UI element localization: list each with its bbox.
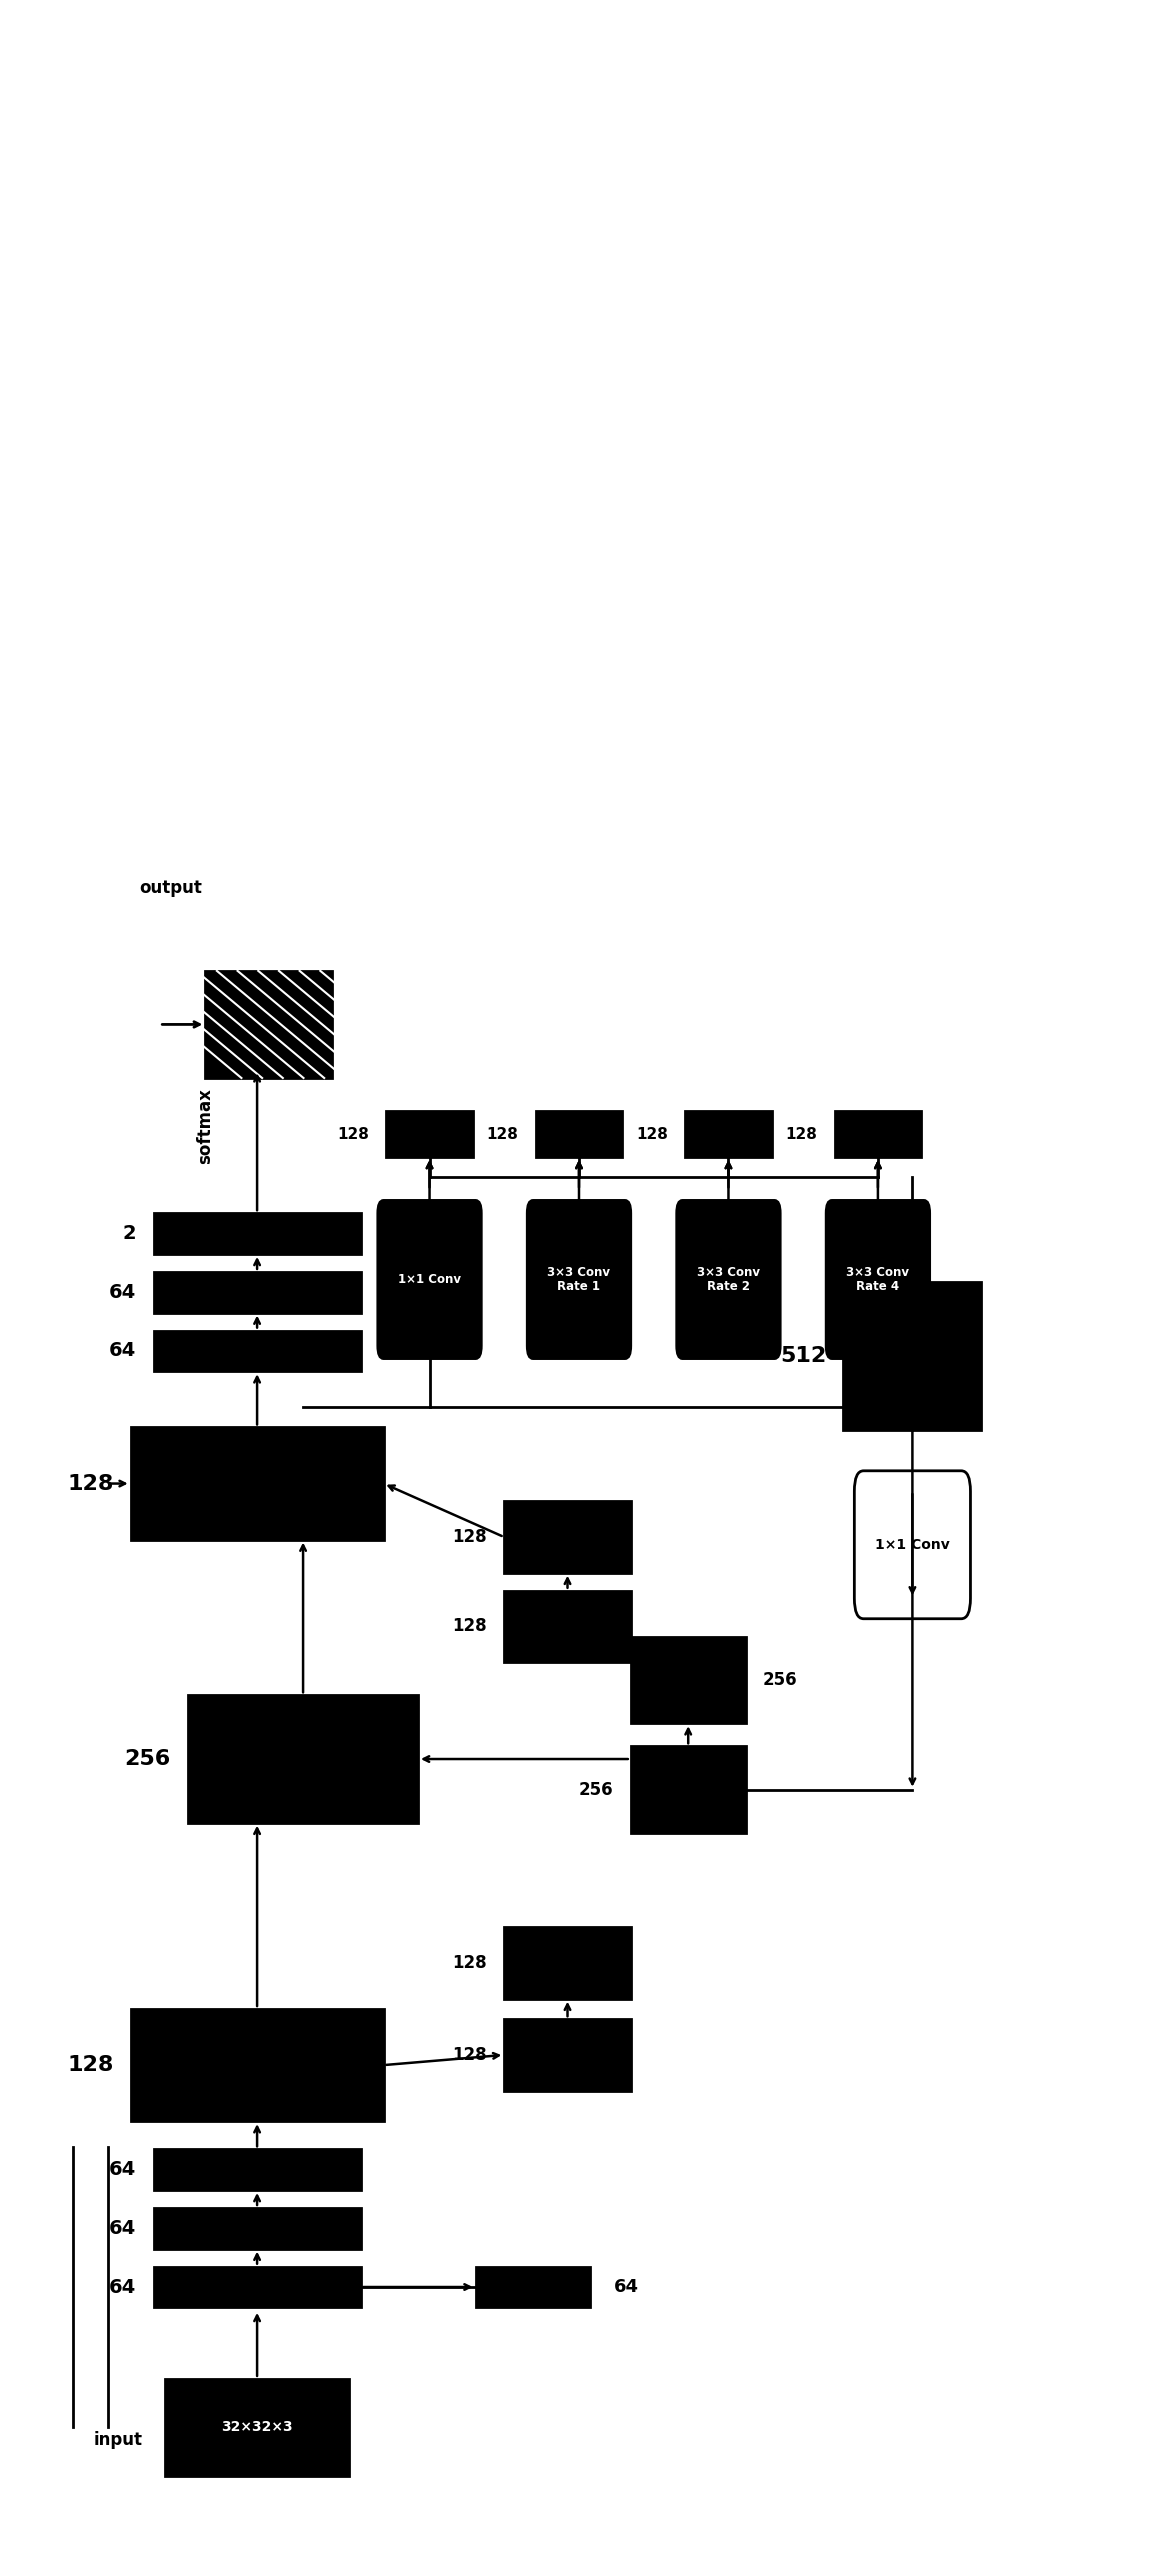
Text: input: input — [93, 2431, 142, 2449]
Bar — [131, 1428, 383, 1541]
Text: 3×3 Conv
Rate 2: 3×3 Conv Rate 2 — [697, 1267, 760, 1292]
Text: 128: 128 — [67, 1474, 113, 1494]
Text: 32×32×3: 32×32×3 — [221, 2421, 293, 2434]
Bar — [631, 1745, 746, 1832]
Text: 128: 128 — [67, 2055, 113, 2075]
Bar — [154, 2267, 360, 2308]
Text: 64: 64 — [109, 2219, 137, 2239]
Bar — [188, 1694, 418, 1822]
Bar — [131, 2009, 383, 2121]
Bar — [154, 2208, 360, 2249]
Bar — [154, 1331, 360, 1372]
Text: 128: 128 — [486, 1126, 519, 1141]
Bar — [536, 1111, 622, 1157]
FancyBboxPatch shape — [527, 1200, 631, 1359]
Bar — [835, 1111, 921, 1157]
Text: 256: 256 — [579, 1781, 614, 1799]
Text: 512: 512 — [780, 1346, 826, 1367]
Bar — [154, 1272, 360, 1313]
Bar — [504, 1592, 631, 1663]
Bar — [631, 1638, 746, 1722]
Bar — [205, 970, 332, 1077]
Text: 128: 128 — [453, 2045, 488, 2065]
Bar — [387, 1111, 472, 1157]
Text: 64: 64 — [109, 1341, 137, 1361]
Bar — [843, 1282, 981, 1430]
FancyBboxPatch shape — [378, 1200, 482, 1359]
Text: 128: 128 — [785, 1126, 818, 1141]
Text: 3×3 Conv
Rate 4: 3×3 Conv Rate 4 — [846, 1267, 909, 1292]
FancyBboxPatch shape — [826, 1200, 930, 1359]
Bar — [504, 1502, 631, 1574]
Text: 128: 128 — [453, 1617, 488, 1635]
Text: 1×1 Conv: 1×1 Conv — [398, 1272, 461, 1287]
Text: 64: 64 — [109, 2160, 137, 2180]
Text: 64: 64 — [109, 2278, 137, 2295]
Text: 64: 64 — [109, 1282, 137, 1303]
Bar — [504, 2019, 631, 2091]
Text: 128: 128 — [453, 1955, 488, 1973]
Text: 1×1 Conv: 1×1 Conv — [875, 1538, 950, 1551]
Text: 128: 128 — [337, 1126, 369, 1141]
Text: 256: 256 — [763, 1671, 798, 1689]
Text: 64: 64 — [614, 2278, 638, 2295]
Bar — [154, 1213, 360, 1254]
Text: 3×3 Conv
Rate 1: 3×3 Conv Rate 1 — [548, 1267, 610, 1292]
Text: 2: 2 — [123, 1223, 137, 1244]
Bar — [476, 2267, 591, 2308]
Text: 128: 128 — [636, 1126, 668, 1141]
Bar — [154, 2150, 360, 2191]
Bar — [686, 1111, 771, 1157]
Text: output: output — [139, 878, 203, 896]
Text: 256: 256 — [125, 1748, 171, 1768]
Bar — [504, 1927, 631, 1999]
Bar — [166, 2380, 349, 2475]
FancyBboxPatch shape — [855, 1471, 970, 1620]
FancyBboxPatch shape — [676, 1200, 780, 1359]
Text: softmax: softmax — [197, 1088, 214, 1164]
Text: 128: 128 — [453, 1528, 488, 1546]
